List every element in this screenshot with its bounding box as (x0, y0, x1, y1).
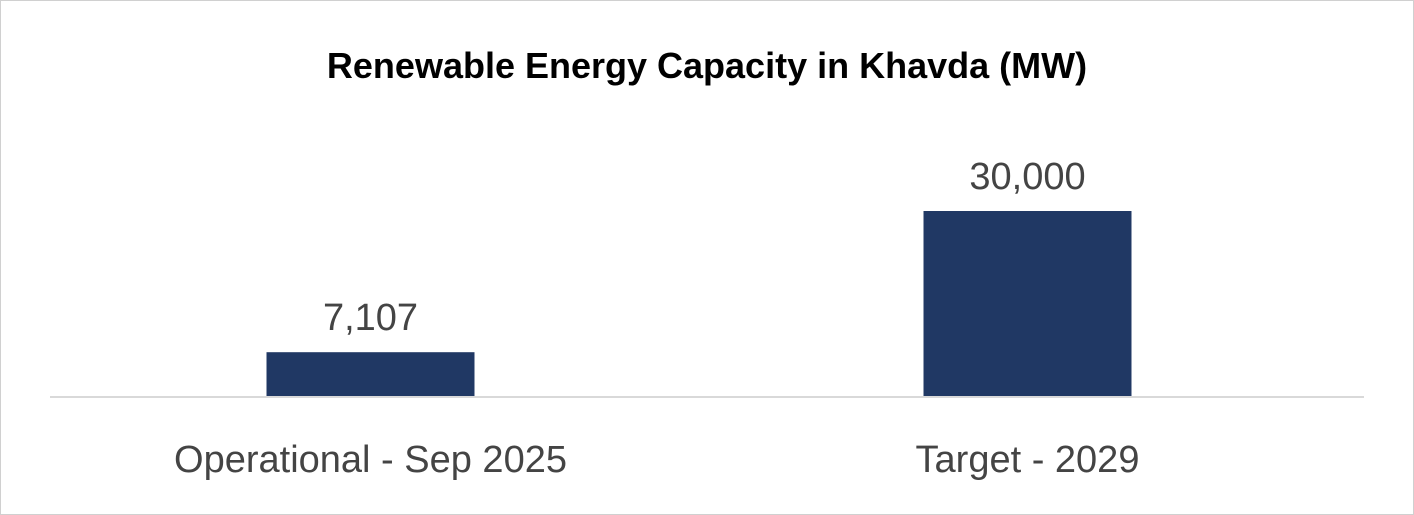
x-tick-label: Target - 2029 (916, 439, 1140, 481)
data-label: 7,107 (323, 297, 418, 339)
bar-operational (266, 352, 475, 396)
bar-target (923, 211, 1132, 396)
data-label: 30,000 (969, 156, 1085, 198)
chart-title: Renewable Energy Capacity in Khavda (MW) (326, 45, 1088, 86)
x-tick-label: Operational - Sep 2025 (174, 439, 567, 481)
